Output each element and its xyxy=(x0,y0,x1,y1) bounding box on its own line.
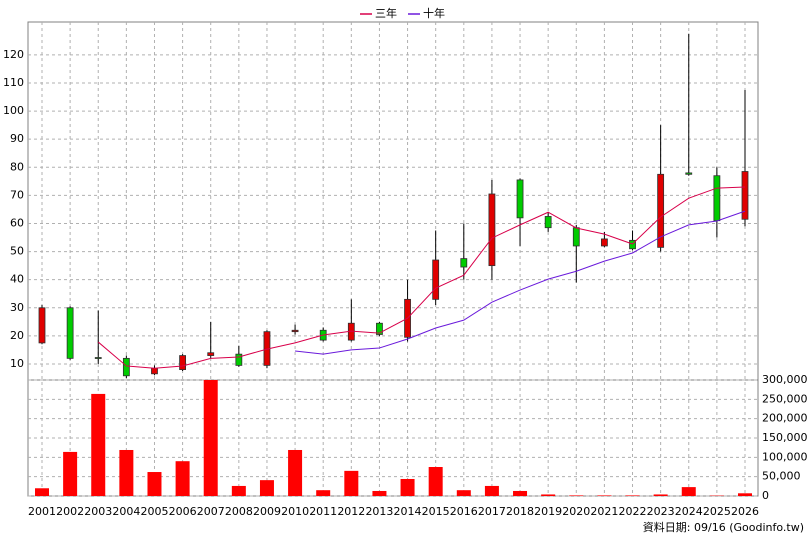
volume-bar xyxy=(625,495,640,496)
candle-body xyxy=(488,193,496,267)
candle-body xyxy=(291,329,299,333)
candle-body xyxy=(544,216,552,229)
x-tick-label: 2012 xyxy=(337,505,365,518)
y2-tick-label: 100,000 xyxy=(762,450,808,463)
candle-body xyxy=(207,352,215,356)
volume-bar xyxy=(653,494,668,496)
volume-bar xyxy=(35,488,49,496)
y2-tick-label: 200,000 xyxy=(762,412,808,425)
y-tick-label: 10 xyxy=(10,357,24,370)
x-tick-label: 2002 xyxy=(56,505,84,518)
y-tick-label: 100 xyxy=(3,104,24,117)
candle-body xyxy=(741,171,749,220)
volume-bar xyxy=(147,472,162,496)
x-tick-label: 2017 xyxy=(478,505,506,518)
footer: 資料日期: 09/16 (Goodinfo.tw) xyxy=(643,520,804,534)
candle-body xyxy=(629,239,636,250)
x-tick-label: 2020 xyxy=(562,505,590,518)
y-tick-label: 60 xyxy=(10,216,24,229)
volume-bar xyxy=(175,461,190,496)
candle-body xyxy=(685,172,693,175)
volume-bar xyxy=(681,487,696,496)
volume-bar xyxy=(203,380,218,496)
candle-body xyxy=(151,367,158,375)
ma-line xyxy=(97,186,746,369)
x-tick-label: 2014 xyxy=(394,505,422,518)
y2-tick-label: 50,000 xyxy=(762,470,801,483)
candle-body xyxy=(601,238,608,247)
volume-bar xyxy=(428,467,443,496)
y-tick-label: 110 xyxy=(3,76,24,89)
x-tick-label: 2018 xyxy=(506,505,534,518)
x-tick-label: 2007 xyxy=(197,505,225,518)
volume-bar xyxy=(288,449,303,496)
y-tick-label: 30 xyxy=(10,301,24,314)
volume-bar xyxy=(63,451,78,496)
y-tick-label: 90 xyxy=(10,132,24,145)
candle-body xyxy=(713,175,721,222)
x-tick-label: 2026 xyxy=(731,505,759,518)
candle-body xyxy=(460,258,468,268)
candle-body xyxy=(235,353,243,366)
y2-tick-label: 150,000 xyxy=(762,431,808,444)
volume-bar xyxy=(400,478,415,496)
volume-bar xyxy=(231,485,246,496)
legend-label: 三年 xyxy=(375,6,397,20)
x-tick-label: 2016 xyxy=(450,505,478,518)
candle-body xyxy=(657,173,665,248)
x-tick-label: 2008 xyxy=(225,505,253,518)
x-tick-label: 2010 xyxy=(281,505,309,518)
volume-bar xyxy=(597,495,612,496)
x-tick-label: 2001 xyxy=(28,505,56,518)
legend-label: 十年 xyxy=(423,6,445,20)
y-tick-label: 120 xyxy=(3,48,24,61)
x-tick-label: 2003 xyxy=(84,505,112,518)
volume-bar xyxy=(344,470,359,496)
volume-bar xyxy=(316,490,331,496)
y-tick-label: 70 xyxy=(10,188,24,201)
x-tick-label: 2006 xyxy=(169,505,197,518)
ma-line xyxy=(295,210,746,355)
candle-body xyxy=(572,227,580,247)
x-tick-label: 2011 xyxy=(309,505,337,518)
y-tick-label: 40 xyxy=(10,273,24,286)
x-tick-label: 2024 xyxy=(675,505,703,518)
candle-body xyxy=(66,307,74,359)
y2-tick-label: 300,000 xyxy=(762,373,808,386)
x-tick-label: 2004 xyxy=(112,505,140,518)
x-tick-label: 2021 xyxy=(590,505,618,518)
y-tick-label: 50 xyxy=(10,245,24,258)
y2-tick-label: 0 xyxy=(762,489,769,502)
volume-bar xyxy=(456,490,471,496)
candle-body xyxy=(376,322,383,335)
volume-bar xyxy=(259,480,274,496)
candle-body xyxy=(122,357,130,377)
candle-body xyxy=(179,355,187,371)
candle-body xyxy=(38,307,46,344)
x-tick-label: 2013 xyxy=(365,505,393,518)
volume-bar xyxy=(484,485,499,496)
volume-bar xyxy=(541,494,556,496)
x-tick-label: 2023 xyxy=(647,505,675,518)
x-tick-label: 2015 xyxy=(422,505,450,518)
volume-bar xyxy=(119,449,134,496)
y-tick-label: 80 xyxy=(10,160,24,173)
x-tick-label: 2022 xyxy=(619,505,647,518)
volume-bar xyxy=(513,490,528,496)
candle-body xyxy=(432,259,440,300)
y-tick-label: 20 xyxy=(10,329,24,342)
y2-tick-label: 250,000 xyxy=(762,392,808,405)
volume-bar xyxy=(372,490,387,496)
candle-body xyxy=(516,179,524,219)
x-tick-label: 2019 xyxy=(534,505,562,518)
volume-bar xyxy=(91,393,106,496)
plot-frame xyxy=(27,21,759,497)
x-tick-label: 2025 xyxy=(703,505,731,518)
candle-body xyxy=(94,357,102,359)
volume-bar xyxy=(569,495,584,496)
x-tick-label: 2009 xyxy=(253,505,281,518)
volume-bar xyxy=(738,493,752,496)
x-tick-label: 2005 xyxy=(140,505,168,518)
